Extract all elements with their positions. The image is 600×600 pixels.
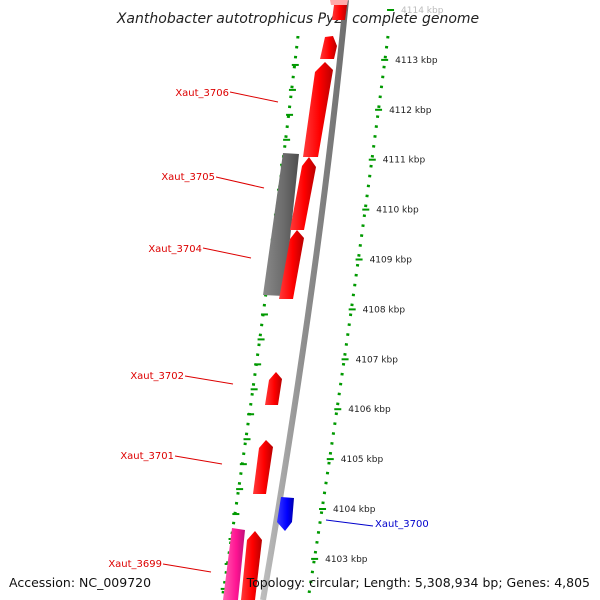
scale-label: 4109 kbp [370, 256, 413, 266]
scale-track-inner [220, 35, 300, 600]
rna-gene-arrow [223, 528, 245, 600]
scale-label: 4106 kbp [348, 405, 391, 415]
pseudogene-box [263, 153, 299, 296]
leader-line [229, 91, 279, 103]
genome-stats-label: Topology: circular; Length: 5,308,934 bp… [246, 575, 590, 590]
gene-arrow-xaut-3706 [303, 62, 333, 157]
gene-arrow [330, 0, 348, 5]
leader-line [325, 519, 374, 527]
gene-label-xaut-3701[interactable]: Xaut_3701 [120, 451, 174, 462]
leader-line [202, 247, 252, 259]
gene-arrow-xaut-3702 [265, 372, 282, 405]
gene-label-xaut-3702[interactable]: Xaut_3702 [130, 371, 184, 382]
scale-labels: 4114 kbp 4113 kbp 4112 kbp 4111 kbp 4110 kbp… [325, 6, 444, 565]
gene-arrow [332, 5, 347, 20]
scale-label: 4112 kbp [389, 106, 432, 116]
genome-title: Xanthobacter autotrophicus Py2, complete… [116, 11, 479, 27]
gene-labels: Xaut_3706 Xaut_3705 Xaut_3704 Xaut_3702 … [108, 88, 428, 570]
gene-arrow-xaut-3701 [253, 440, 273, 494]
gene-label-xaut-3706[interactable]: Xaut_3706 [175, 88, 229, 99]
scale-label: 4114 kbp [401, 6, 444, 16]
scale-label: 4107 kbp [356, 355, 399, 365]
gene-label-xaut-3700[interactable]: Xaut_3700 [375, 519, 429, 530]
scale-label: 4108 kbp [363, 305, 406, 315]
leader-line [215, 176, 265, 189]
gene-arrow-xaut-3704 [279, 230, 304, 299]
leader-line [162, 563, 212, 573]
gene-arrow-xaut-3699 [241, 531, 262, 600]
gene-arrow [320, 36, 337, 59]
scale-label: 4113 kbp [395, 56, 438, 66]
scale-label: 4111 kbp [383, 156, 426, 166]
gene-label-xaut-3704[interactable]: Xaut_3704 [148, 244, 202, 255]
genome-backbone [260, 0, 349, 600]
accession-label: Accession: NC_009720 [9, 575, 152, 590]
scale-label: 4103 kbp [325, 555, 368, 565]
gene-arrow-xaut-3700 [277, 497, 294, 531]
scale-track-outer [306, 35, 390, 600]
scale-label: 4104 kbp [333, 505, 376, 515]
leader-line [184, 375, 234, 385]
gene-arrow-xaut-3705 [290, 157, 316, 230]
label-leaders [162, 91, 374, 573]
leader-line [174, 455, 223, 465]
gene-label-xaut-3699[interactable]: Xaut_3699 [108, 559, 162, 570]
scale-label: 4105 kbp [341, 455, 384, 465]
scale-label: 4110 kbp [376, 206, 419, 216]
gene-label-xaut-3705[interactable]: Xaut_3705 [161, 172, 215, 183]
